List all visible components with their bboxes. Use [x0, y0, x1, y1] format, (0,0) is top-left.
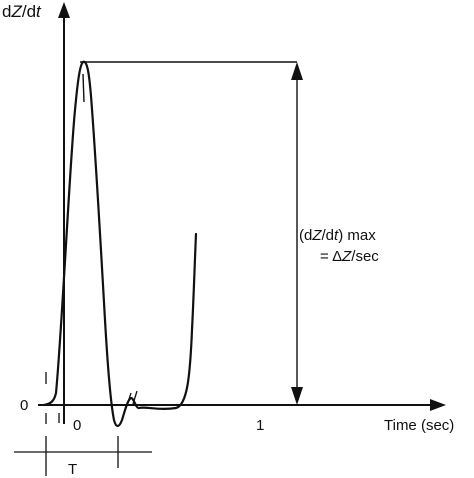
measurement-arrow-bottom — [291, 387, 303, 405]
annotation-line-1-pre: (d — [299, 227, 312, 244]
annotation-line-2-var: Z — [341, 248, 352, 265]
annotation-line-2: = ΔZ/sec — [320, 248, 379, 265]
measurement-arrow-top — [291, 62, 303, 80]
peak-inner-mark — [82, 73, 85, 103]
annotation-line-1-post: ) max — [338, 227, 376, 244]
annotation-line-1-var: Z — [311, 227, 322, 244]
y-axis-arrowhead — [58, 2, 70, 18]
y-axis-label-mid: /d — [22, 2, 36, 21]
annotation-line-2-pre: = Δ — [320, 248, 342, 265]
hump-mark-1 — [126, 392, 132, 406]
y-axis-label-pre: d — [2, 2, 11, 21]
x-tick-label-1: 1 — [256, 417, 264, 434]
annotation-line-2-post: /sec — [351, 248, 379, 265]
interval-label: T — [68, 461, 77, 478]
x-axis-arrowhead — [430, 399, 446, 411]
annotation-line-1: (dZ/dt) max — [299, 227, 376, 244]
hump-mark-2 — [132, 390, 138, 405]
x-tick-label-0: 0 — [73, 417, 81, 434]
y-axis-label-var2: t — [36, 2, 42, 21]
dzdt-waveform — [42, 60, 198, 428]
x-axis-label: Time (sec) — [384, 417, 454, 434]
annotation-line-1-var2: t — [334, 227, 339, 244]
annotation-line-1-mid: /d — [322, 227, 335, 244]
y-axis-label-var: Z — [10, 2, 22, 21]
origin-label: 0 — [20, 397, 28, 414]
y-axis-label: dZ/dt — [2, 2, 42, 21]
